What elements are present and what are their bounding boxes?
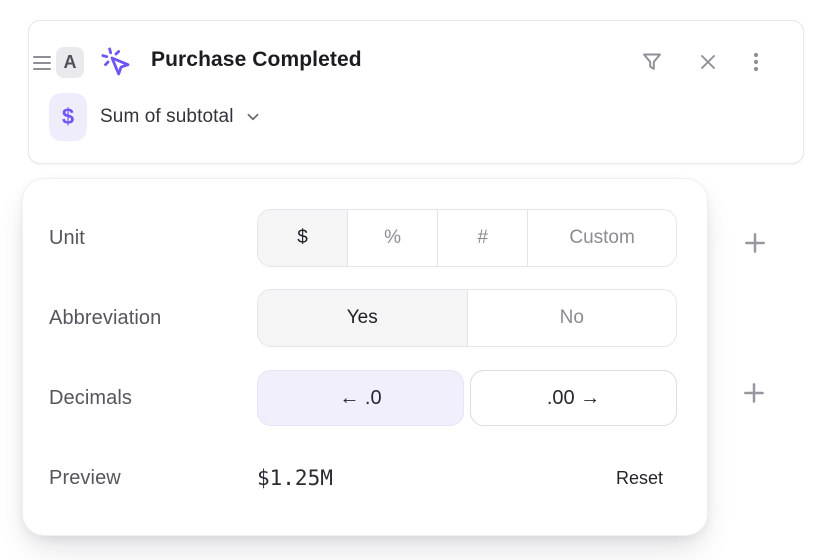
abbreviation-option-no[interactable]: No xyxy=(467,290,676,346)
mouse-pointer-click-icon xyxy=(99,45,133,79)
chevron-down-icon xyxy=(244,108,262,126)
metric-row: $ Sum of subtotal xyxy=(49,93,262,141)
add-button-top[interactable] xyxy=(732,220,778,266)
decimals-row: Decimals ← .0 .00 → xyxy=(49,369,677,427)
kebab-vertical-icon xyxy=(745,50,767,74)
preview-row: Preview $1.25M Reset xyxy=(49,449,677,507)
number-format-panel: Unit $ % # Custom Abbreviation Yes No De… xyxy=(22,178,708,536)
close-button[interactable] xyxy=(690,44,726,80)
add-button-bottom[interactable] xyxy=(731,370,777,416)
abbreviation-label: Abbreviation xyxy=(49,306,162,329)
plus-icon xyxy=(742,230,768,256)
metric-label: Sum of subtotal xyxy=(100,106,234,127)
decimals-control: ← .0 .00 → xyxy=(257,370,677,426)
preview-value: $1.25M xyxy=(257,466,333,490)
close-icon xyxy=(696,50,720,74)
kebab-menu-button[interactable] xyxy=(738,44,774,80)
unit-option-hash[interactable]: # xyxy=(438,210,529,266)
drag-handle-icon[interactable] xyxy=(33,52,59,74)
unit-option-custom[interactable]: Custom xyxy=(528,210,676,266)
funnel-icon xyxy=(640,50,664,74)
preview-label: Preview xyxy=(49,466,121,489)
metric-selector[interactable]: Sum of subtotal xyxy=(100,106,262,128)
unit-option-dollar[interactable]: $ xyxy=(258,210,349,266)
unit-option-percent[interactable]: % xyxy=(348,210,439,266)
unit-row: Unit $ % # Custom xyxy=(49,209,677,267)
increase-decimals-button[interactable]: .00 → xyxy=(470,370,677,426)
abbreviation-row: Abbreviation Yes No xyxy=(49,289,677,347)
decimals-label: Decimals xyxy=(49,386,133,409)
filter-button[interactable] xyxy=(634,44,670,80)
event-card: A Purchase Completed xyxy=(28,20,804,164)
event-title[interactable]: Purchase Completed xyxy=(151,48,362,71)
unit-label: Unit xyxy=(49,226,85,249)
decrease-decimals-button[interactable]: ← .0 xyxy=(257,370,464,426)
reset-button[interactable]: Reset xyxy=(615,467,663,488)
plus-icon xyxy=(741,380,767,406)
unit-segmented-control: $ % # Custom xyxy=(257,209,677,267)
series-badge: A xyxy=(56,47,84,78)
abbreviation-segmented-control: Yes No xyxy=(257,289,677,347)
abbreviation-option-yes[interactable]: Yes xyxy=(258,290,468,346)
metric-dollar-badge: $ xyxy=(49,93,87,141)
